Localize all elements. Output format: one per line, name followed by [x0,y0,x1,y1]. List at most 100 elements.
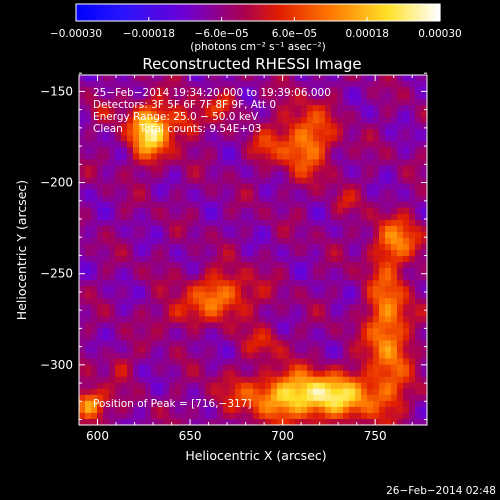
heatmap-cell [157,310,164,317]
heatmap-cell [373,171,380,179]
colorbar-segment [221,4,226,21]
heatmap-cell [91,237,98,245]
heatmap-cell [385,346,392,354]
heatmap-cell [271,147,278,154]
heatmap-cell [205,388,212,396]
heatmap-cell [355,376,362,384]
heatmap-cell [259,250,266,257]
heatmap-cell [325,292,332,299]
heatmap-cell [151,177,158,185]
heatmap-cell [349,231,356,239]
heatmap-cell [373,183,380,191]
heatmap-cell [151,117,158,124]
heatmap-cell [127,231,134,239]
heatmap-cell [79,316,86,323]
heatmap-cell [223,292,230,299]
heatmap-cell [253,129,260,136]
heatmap-cell [181,243,188,251]
heatmap-cell [409,256,416,263]
heatmap-cell [295,412,302,420]
heatmap-cell [295,171,302,179]
heatmap-cell [103,135,110,142]
heatmap-cell [217,382,224,390]
heatmap-cell [235,135,242,142]
heatmap-cell [409,274,416,281]
heatmap-cell [253,201,260,209]
heatmap-cell [91,298,98,305]
heatmap-cell [109,219,116,227]
heatmap-cell [385,388,392,396]
heatmap-cell [217,334,224,342]
heatmap-cell [409,201,416,209]
heatmap-cell [115,280,122,287]
heatmap-cell [211,237,218,245]
heatmap-cell [373,328,380,335]
heatmap-cell [133,177,140,185]
heatmap-cell [163,274,170,281]
heatmap-cell [193,406,200,414]
heatmap-cell [379,322,386,329]
heatmap-cell [193,159,200,167]
heatmap-cell [199,316,206,323]
heatmap-cell [403,250,410,257]
heatmap-cell [415,376,422,384]
heatmap-cell [259,111,266,118]
heatmap-cell [211,105,218,112]
heatmap-cell [85,111,92,118]
heatmap-cell [115,189,122,197]
heatmap-cell [193,292,200,299]
heatmap-cell [307,213,314,221]
heatmap-cell [79,400,86,408]
heatmap-cell [409,159,416,167]
heatmap-cell [205,262,212,269]
heatmap-cell [265,213,272,221]
heatmap-cell [349,280,356,287]
heatmap-cell [367,243,374,251]
heatmap-cell [283,274,290,281]
heatmap-cell [355,274,362,281]
heatmap-cell [205,406,212,414]
heatmap-cell [97,286,104,293]
heatmap-cell [337,165,344,173]
colorbar-segment [230,4,235,21]
heatmap-cell [373,358,380,366]
heatmap-cell [319,93,326,100]
heatmap-cell [247,105,254,112]
heatmap-cell [313,352,320,360]
heatmap-cell [355,225,362,233]
heatmap-cell [385,328,392,335]
heatmap-cell [373,292,380,299]
heatmap-cell [139,268,146,275]
colorbar-segment [200,4,204,21]
heatmap-cell [415,316,422,323]
heatmap-cell [415,292,422,299]
heatmap-cell [229,388,236,396]
heatmap-cell [79,334,86,342]
heatmap-cell [319,280,326,287]
heatmap-cell [175,75,182,82]
heatmap-cell [163,382,170,390]
heatmap-cell [301,304,308,311]
heatmap-cell [109,334,116,342]
heatmap-cell [109,135,116,142]
heatmap-cell [157,171,164,179]
heatmap-cell [115,328,122,335]
colorbar-segment [315,4,320,21]
heatmap-cell [103,304,110,311]
heatmap-cell [79,256,86,263]
heatmap-cell [337,262,344,269]
heatmap-cell [205,153,212,160]
heatmap-cell [403,243,410,251]
heatmap-cell [115,250,122,257]
heatmap-cell [373,177,380,185]
heatmap-cell [121,364,128,372]
heatmap-cell [97,105,104,112]
heatmap-cell [349,256,356,263]
heatmap-cell [283,346,290,354]
heatmap-cell [373,207,380,215]
heatmap-cell [325,304,332,311]
heatmap-cell [307,183,314,191]
heatmap-cell [361,280,368,287]
heatmap-cell [265,129,272,136]
heatmap-cell [127,207,134,215]
